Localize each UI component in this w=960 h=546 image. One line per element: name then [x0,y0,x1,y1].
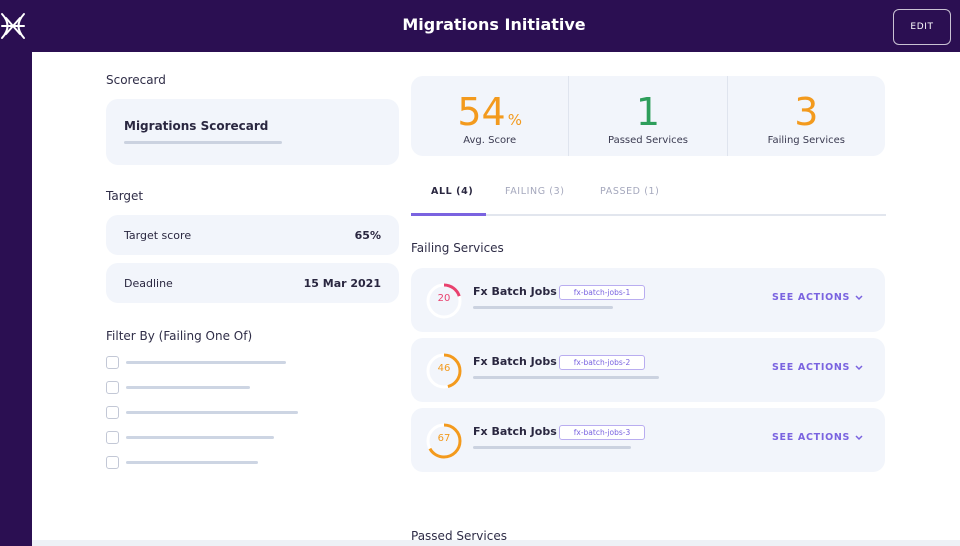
score-ring [426,353,462,389]
scorecard-card[interactable]: Migrations Scorecard [106,99,399,165]
avg-score-stat: 54% Avg. Score [411,76,568,156]
filter-option-label [126,386,250,389]
chevron-down-icon[interactable] [855,435,863,441]
service-tag: fx-batch-jobs-3 [559,425,645,440]
failing-services-stat: 3 Failing Services [726,76,885,156]
service-score: 20 [437,293,451,304]
service-card[interactable]: 20 Fx Batch Jobs 1 fx-batch-jobs-1 SEE A… [411,268,885,332]
passed-services-label: Passed Services [608,135,688,146]
summary-stats-card: 54% Avg. Score 1 Passed Services 3 Faili… [411,76,885,156]
tab-all[interactable]: ALL (4) [411,186,486,216]
avg-score-unit: % [507,111,522,129]
filter-checkbox[interactable] [106,456,119,469]
edit-button[interactable]: EDIT [893,9,951,45]
score-ring [426,423,462,459]
service-score: 46 [437,363,451,374]
service-card[interactable]: 67 Fx Batch Jobs 3 fx-batch-jobs-3 SEE A… [411,408,885,472]
service-name: Fx Batch Jobs 3 [473,425,569,438]
passed-services-heading: Passed Services [411,529,507,543]
failing-services-heading: Failing Services [411,241,504,255]
service-placeholder-line [473,446,631,449]
bottom-edge [32,540,960,546]
service-card[interactable]: 46 Fx Batch Jobs 2 fx-batch-jobs-2 SEE A… [411,338,885,402]
filter-option-label [126,411,298,414]
filter-option-label [126,361,286,364]
target-score-value: 65% [354,228,381,242]
target-score-row: Target score 65% [106,215,399,255]
service-name: Fx Batch Jobs 2 [473,355,569,368]
deadline-value: 15 Mar 2021 [303,276,381,290]
filter-checkbox[interactable] [106,356,119,369]
sidebar-strip [0,0,32,546]
see-actions-button[interactable]: SEE ACTIONS [772,432,851,443]
page-title: Migrations Initiative [402,15,586,34]
service-placeholder-line [473,376,659,379]
scorecard-heading: Scorecard [106,73,166,87]
scorecard-placeholder-line [124,141,282,144]
filter-heading: Filter By (Failing One Of) [106,329,253,343]
see-actions-button[interactable]: SEE ACTIONS [772,362,851,373]
target-heading: Target [106,189,144,203]
filter-option-label [126,461,258,464]
passed-services-value: 1 [635,90,661,134]
service-tabs: ALL (4) FAILING (3) PASSED (1) [411,186,886,216]
see-actions-button[interactable]: SEE ACTIONS [772,292,851,303]
service-name: Fx Batch Jobs 1 [473,285,569,298]
avg-score-number: 54 [457,90,506,134]
passed-services-stat: 1 Passed Services [568,76,726,156]
chevron-down-icon[interactable] [855,295,863,301]
filter-checkbox[interactable] [106,381,119,394]
avg-score-label: Avg. Score [463,135,517,146]
target-score-label: Target score [124,228,192,242]
service-tag: fx-batch-jobs-2 [559,355,645,370]
scorecard-name: Migrations Scorecard [124,119,269,133]
avg-score-value: 54% [411,90,568,142]
chevron-down-icon[interactable] [855,365,863,371]
service-tag: fx-batch-jobs-1 [559,285,645,300]
filter-checkbox[interactable] [106,431,119,444]
score-ring [426,283,462,319]
failing-services-value: 3 [794,90,819,134]
filter-option-label [126,436,274,439]
filter-checkbox[interactable] [106,406,119,419]
deadline-label: Deadline [124,276,173,290]
service-placeholder-line [473,306,613,309]
tab-passed[interactable]: PASSED (1) [600,186,660,197]
x-logo-icon[interactable] [0,8,26,44]
failing-services-label: Failing Services [767,135,845,146]
deadline-row: Deadline 15 Mar 2021 [106,263,399,303]
service-score: 67 [437,433,451,444]
tab-failing[interactable]: FAILING (3) [505,186,565,197]
top-bar [0,0,960,52]
